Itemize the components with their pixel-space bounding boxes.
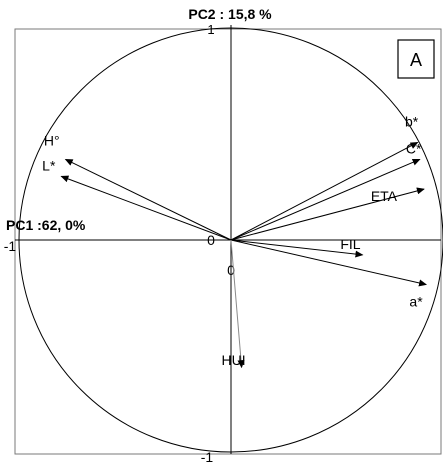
vector-label-c: C*: [406, 140, 422, 156]
vector-arrow-h: [64, 158, 232, 241]
y-axis-label: PC2 : 15,8 %: [188, 6, 272, 22]
vector-arrow-eta: [230, 187, 425, 241]
tick-label-y-min: -1: [201, 449, 214, 465]
vector-label-fil: FIL: [340, 236, 360, 252]
tick-label-y-max: 1: [207, 22, 214, 37]
vector-arrow-l: [60, 175, 232, 241]
vector-label-l: L*: [42, 157, 56, 173]
vector-arrow-fil: [230, 239, 364, 258]
vector-arrow-c: [230, 158, 421, 241]
vector-group: H° L* b* C* ETA FIL a* HUI: [42, 113, 428, 369]
vector-arrow-a: [230, 239, 428, 287]
vector-arrow-b: [230, 142, 419, 241]
vector-label-a: a*: [409, 294, 423, 310]
origin-label-left: 0: [207, 232, 215, 248]
vector-arrow-hui: [230, 239, 245, 369]
tick-label-x-min: -1: [4, 238, 17, 254]
vector-label-hui: HUI: [222, 352, 246, 368]
plot-frame: [14, 28, 442, 455]
origin-label-below: 0: [227, 262, 235, 278]
vector-label-eta: ETA: [371, 188, 398, 204]
vector-label-b: b*: [405, 113, 419, 129]
vector-label-h: H°: [44, 132, 60, 148]
panel-label: A: [410, 50, 422, 70]
x-axis-label: PC1 :62, 0%: [6, 217, 86, 233]
panel-label-box: [397, 39, 435, 79]
